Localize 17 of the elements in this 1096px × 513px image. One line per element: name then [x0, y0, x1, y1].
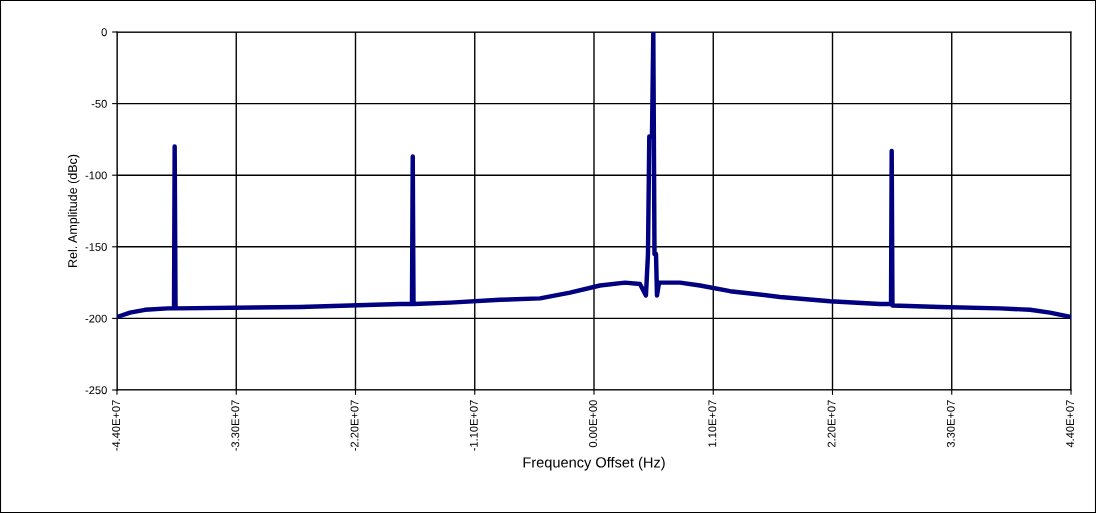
- x-tick-label: 3.30E+07: [946, 400, 955, 448]
- x-tick-label: -3.30E+07: [231, 400, 240, 451]
- x-tick-label: 0.00E+00: [589, 400, 597, 448]
- x-tick-label: 1.10E+07: [708, 400, 717, 447]
- y-tick-label: -250: [85, 386, 107, 395]
- y-tick-label: -150: [85, 243, 107, 251]
- y-tick-label: -50: [91, 99, 107, 108]
- x-axis-title: Frequency Offset (Hz): [523, 456, 665, 471]
- x-tick-label: 4.40E+07: [1066, 400, 1074, 448]
- y-tick-label: -100: [85, 171, 107, 180]
- x-tick-label: -4.40E+07: [112, 400, 120, 451]
- x-tick-label: -2.20E+07: [350, 400, 359, 451]
- x-tick-label: -1.10E+07: [469, 400, 478, 451]
- y-tick-label: -200: [85, 314, 107, 323]
- x-tick-label: 2.20E+07: [827, 400, 836, 448]
- y-tick-label: 0: [101, 28, 107, 37]
- y-axis-title: Rel. Amplitude (dBc): [67, 154, 80, 267]
